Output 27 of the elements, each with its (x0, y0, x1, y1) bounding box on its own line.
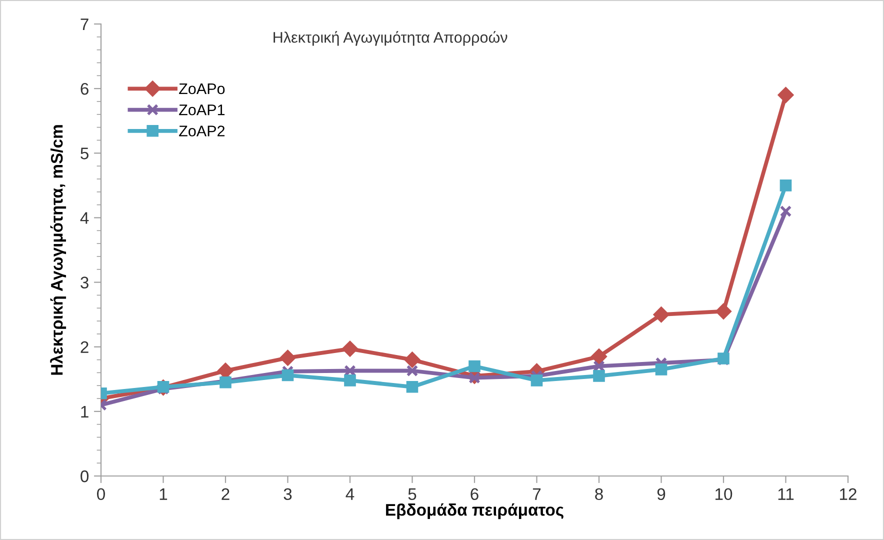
chart-title: Ηλεκτρική Αγωγιμότητα Απορροών (274, 31, 508, 46)
x-tick-label: 7 (532, 488, 541, 500)
x-tick-label: 11 (778, 488, 794, 500)
x-tick-label: 10 (716, 488, 732, 500)
x-tick-label: 4 (346, 488, 354, 500)
legend-label: ZoAP2 (179, 126, 225, 136)
y-tick-label: 0 (80, 470, 89, 482)
x-tick-label: 12 (840, 488, 856, 500)
y-tick-label: 1 (81, 406, 88, 418)
x-tick-label: 6 (470, 488, 478, 500)
legend-label: ZoAP1 (179, 104, 225, 116)
x-tick-label: 0 (97, 488, 105, 500)
x-tick-label: 5 (408, 488, 416, 500)
legend-label: ZoAPo (179, 84, 225, 94)
y-axis-title: Ηλεκτρική Αγωγιμότητα, mS/cm (50, 125, 66, 375)
y-tick-label: 4 (80, 212, 89, 224)
x-tick-label: 1 (160, 488, 168, 500)
y-tick-label: 2 (80, 341, 88, 353)
x-tick-label: 2 (222, 488, 230, 500)
x-tick-label: 9 (657, 488, 666, 500)
y-tick-label: 5 (80, 148, 88, 160)
x-tick-label: 3 (284, 488, 292, 500)
x-tick-label: 8 (595, 488, 603, 500)
y-tick-label: 6 (80, 82, 88, 95)
y-tick-label: 7 (80, 18, 88, 30)
y-tick-label: 3 (80, 276, 88, 288)
x-axis-title: Εβδομάδα πειράματος (386, 503, 564, 520)
